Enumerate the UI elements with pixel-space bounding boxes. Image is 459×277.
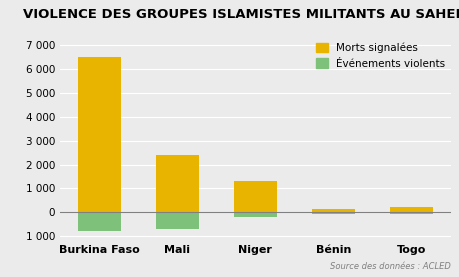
- Text: VIOLENCE DES GROUPES ISLAMISTES MILITANTS AU SAHEL: VIOLENCE DES GROUPES ISLAMISTES MILITANT…: [23, 8, 459, 21]
- Bar: [389, 212, 432, 214]
- Bar: [389, 207, 432, 212]
- Bar: [155, 212, 198, 229]
- Bar: [311, 212, 354, 214]
- Legend: Morts signalées, Événements violents: Morts signalées, Événements violents: [315, 43, 445, 68]
- Bar: [311, 209, 354, 212]
- Bar: [78, 212, 120, 232]
- Bar: [78, 57, 120, 212]
- Bar: [233, 181, 276, 212]
- Text: Source des données : ACLED: Source des données : ACLED: [329, 263, 450, 271]
- Bar: [233, 212, 276, 217]
- Bar: [155, 155, 198, 212]
